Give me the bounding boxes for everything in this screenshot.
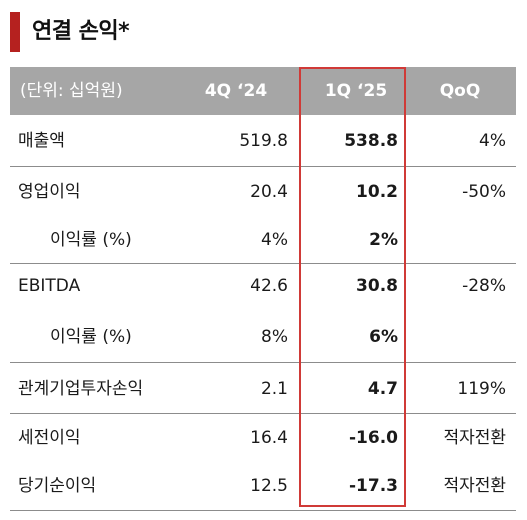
row-label: 영업이익	[18, 182, 81, 202]
row-prev-value: 2.1	[260, 379, 288, 399]
header-current-period: 1Q ‘25	[324, 81, 388, 101]
table-row: 이익률 (%) 4% 2%	[10, 216, 516, 264]
row-current-value: -16.0	[349, 428, 398, 448]
header-qoq: QoQ	[439, 81, 481, 101]
title-accent-bar	[10, 12, 20, 52]
row-current-value: 10.2	[356, 182, 398, 202]
row-divider	[10, 166, 516, 167]
table-row: 영업이익 20.4 10.2 -50%	[10, 168, 516, 216]
unit-label: (단위: 십억원)	[20, 81, 123, 101]
row-divider	[10, 510, 516, 511]
row-label: 이익률 (%)	[50, 230, 132, 250]
row-label: 당기순이익	[18, 476, 97, 496]
row-qoq-value: -28%	[462, 276, 506, 296]
table-row: 세전이익 16.4 -16.0 적자전환	[10, 414, 516, 462]
table-row: 매출액 519.8 538.8 4%	[10, 117, 516, 165]
row-current-value: 30.8	[356, 276, 398, 296]
row-current-value: 4.7	[367, 379, 398, 399]
row-qoq-value: 119%	[457, 379, 506, 399]
row-label: 관계기업투자손익	[18, 379, 144, 399]
row-prev-value: 4%	[261, 230, 288, 250]
row-current-value: 538.8	[344, 131, 398, 151]
row-prev-value: 16.4	[250, 428, 288, 448]
row-label: 매출액	[18, 131, 65, 151]
row-divider	[10, 362, 516, 363]
row-current-value: -17.3	[349, 476, 398, 496]
table-row: 당기순이익 12.5 -17.3 적자전환	[10, 462, 516, 510]
row-divider	[10, 413, 516, 414]
row-prev-value: 8%	[261, 327, 288, 347]
table-row: 이익률 (%) 8% 6%	[10, 313, 516, 361]
row-qoq-value: 4%	[479, 131, 506, 151]
row-label: 이익률 (%)	[50, 327, 132, 347]
row-current-value: 2%	[369, 230, 398, 250]
table-row: EBITDA 42.6 30.8 -28%	[10, 262, 516, 310]
row-prev-value: 20.4	[250, 182, 288, 202]
row-qoq-value: 적자전환	[443, 476, 506, 496]
table-row: 관계기업투자손익 2.1 4.7 119%	[10, 365, 516, 413]
header-prev-period: 4Q ‘24	[204, 81, 268, 101]
table-header: (단위: 십억원) 4Q ‘24 1Q ‘25 QoQ	[10, 67, 516, 115]
row-qoq-value: -50%	[462, 182, 506, 202]
row-prev-value: 519.8	[239, 131, 288, 151]
row-prev-value: 12.5	[250, 476, 288, 496]
row-qoq-value: 적자전환	[443, 428, 506, 448]
row-prev-value: 42.6	[250, 276, 288, 296]
row-current-value: 6%	[369, 327, 398, 347]
row-label: EBITDA	[18, 276, 81, 296]
row-divider	[10, 263, 516, 264]
page-title: 연결 손익*	[32, 19, 130, 44]
row-label: 세전이익	[18, 428, 81, 448]
